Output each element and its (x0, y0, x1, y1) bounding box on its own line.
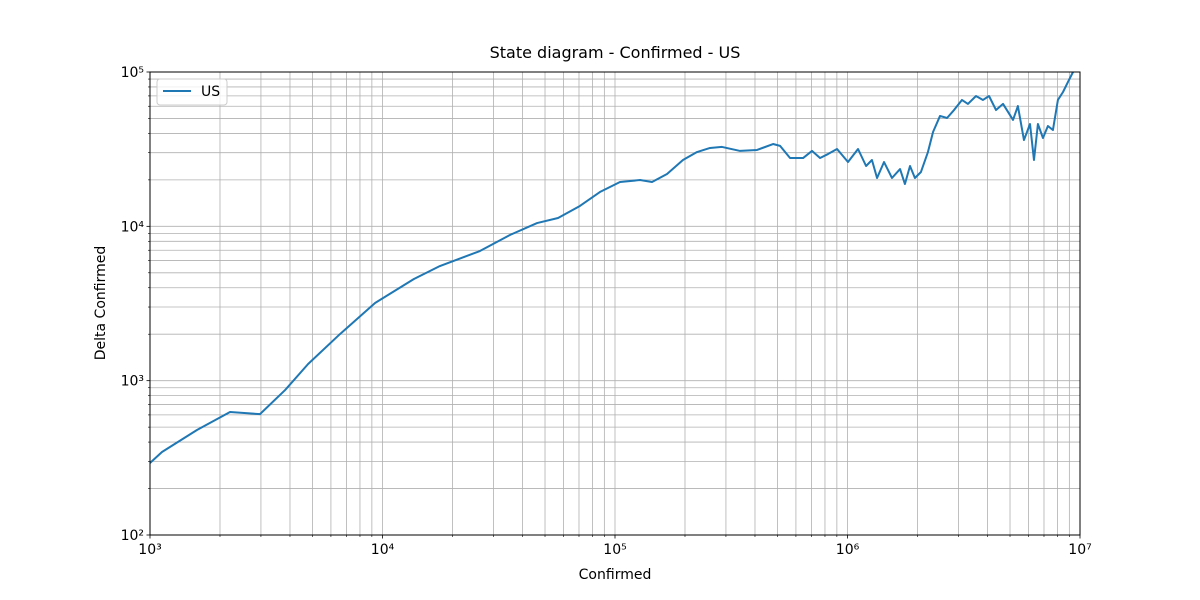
x-tick-label: 10⁷ (1068, 542, 1091, 558)
y-tick-label: 10³ (121, 374, 144, 390)
data-line (149, 71, 1074, 464)
legend: US (156, 78, 228, 106)
x-tick-label: 10⁶ (836, 542, 860, 558)
grid (149, 71, 1081, 536)
x-tick-label: 10⁵ (603, 542, 626, 558)
legend-label: US (201, 84, 220, 100)
plot-area (149, 71, 1074, 464)
chart-title: State diagram - Confirmed - US (490, 43, 741, 62)
x-tick-label: 10⁴ (371, 542, 395, 558)
legend-box (156, 78, 228, 106)
y-tick-label: 10⁴ (121, 219, 145, 235)
y-tick-label: 10⁵ (121, 65, 144, 81)
y-tick-label: 10² (121, 528, 144, 544)
x-axis-label: Confirmed (579, 567, 652, 583)
y-axis-label: Delta Confirmed (93, 246, 109, 360)
x-tick-label: 10³ (138, 542, 161, 558)
